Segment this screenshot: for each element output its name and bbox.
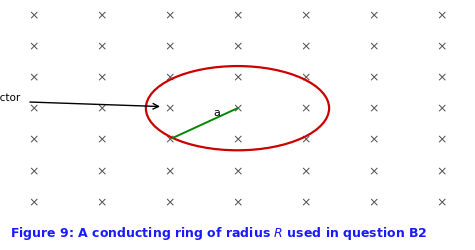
Text: ×: ×	[368, 164, 379, 177]
Text: ×: ×	[232, 71, 243, 84]
Text: ×: ×	[164, 71, 175, 84]
Text: ×: ×	[436, 196, 446, 208]
Text: Conductor: Conductor	[0, 93, 20, 103]
Text: a: a	[213, 108, 220, 118]
Text: ×: ×	[164, 133, 175, 146]
Text: ×: ×	[96, 40, 107, 53]
Text: ×: ×	[232, 196, 243, 208]
Text: ×: ×	[368, 102, 379, 115]
Text: ×: ×	[368, 9, 379, 22]
Text: ×: ×	[232, 102, 243, 115]
Text: ×: ×	[436, 71, 446, 84]
Text: ×: ×	[232, 164, 243, 177]
Text: ×: ×	[28, 71, 39, 84]
Text: ×: ×	[232, 40, 243, 53]
Text: ×: ×	[300, 133, 311, 146]
Text: ×: ×	[300, 71, 311, 84]
Text: ×: ×	[164, 196, 175, 208]
Text: ×: ×	[368, 40, 379, 53]
Text: Figure 9: A conducting ring of radius $R$ used in question B2: Figure 9: A conducting ring of radius $R…	[10, 224, 427, 241]
Text: ×: ×	[96, 102, 107, 115]
Text: ×: ×	[300, 9, 311, 22]
Text: ×: ×	[436, 133, 446, 146]
Text: ×: ×	[164, 102, 175, 115]
Text: ×: ×	[96, 164, 107, 177]
Text: ×: ×	[28, 9, 39, 22]
Text: ×: ×	[368, 71, 379, 84]
Text: ×: ×	[28, 102, 39, 115]
Text: ×: ×	[436, 164, 446, 177]
Text: ×: ×	[368, 196, 379, 208]
Text: ×: ×	[96, 196, 107, 208]
Text: ×: ×	[436, 9, 446, 22]
Text: ×: ×	[368, 133, 379, 146]
Text: ×: ×	[96, 133, 107, 146]
Text: ×: ×	[164, 9, 175, 22]
Text: ×: ×	[300, 196, 311, 208]
Text: ×: ×	[300, 102, 311, 115]
Text: ×: ×	[164, 164, 175, 177]
Text: ×: ×	[164, 40, 175, 53]
Text: ×: ×	[28, 196, 39, 208]
Text: ×: ×	[28, 164, 39, 177]
Text: ×: ×	[96, 71, 107, 84]
Text: ×: ×	[232, 133, 243, 146]
Text: ×: ×	[28, 133, 39, 146]
Text: ×: ×	[96, 9, 107, 22]
Text: ×: ×	[232, 9, 243, 22]
Text: ×: ×	[436, 40, 446, 53]
Text: ×: ×	[436, 102, 446, 115]
Text: ×: ×	[300, 40, 311, 53]
Text: ×: ×	[28, 40, 39, 53]
Text: ×: ×	[300, 164, 311, 177]
